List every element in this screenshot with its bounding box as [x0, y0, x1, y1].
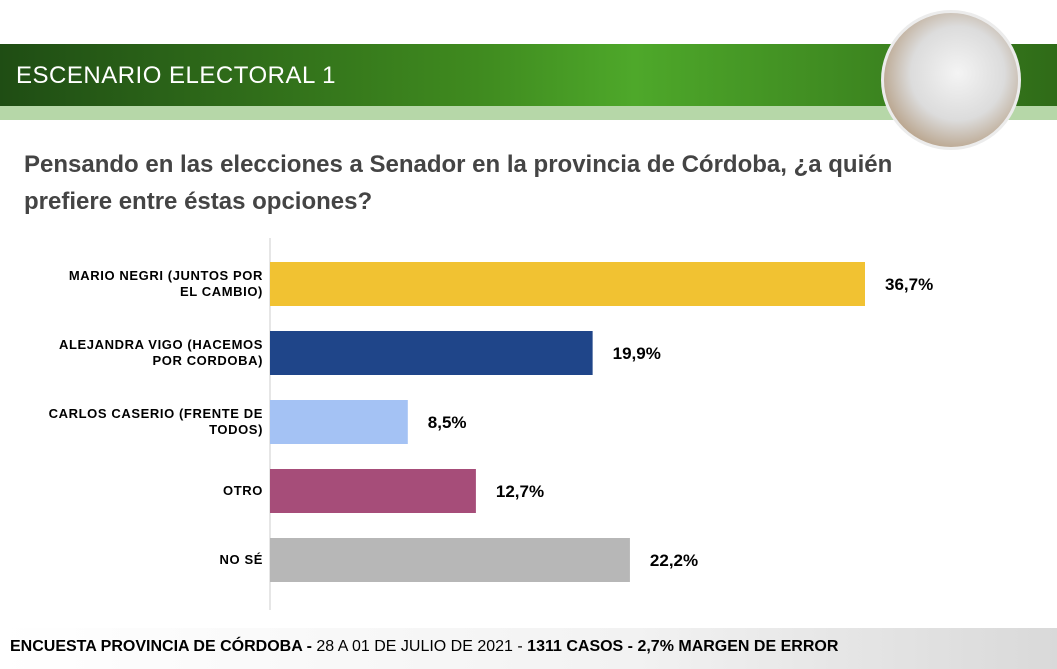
header-title: ESCENARIO ELECTORAL 1 [16, 62, 336, 89]
category-label: NO SÉ [219, 552, 263, 567]
bar [270, 262, 865, 306]
bar [270, 469, 476, 513]
bar [270, 331, 593, 375]
footer: ENCUESTA PROVINCIA DE CÓRDOBA - 28 A 01 … [0, 628, 1057, 669]
footer-text: ENCUESTA PROVINCIA DE CÓRDOBA - 28 A 01 … [10, 638, 838, 656]
photo [881, 10, 1021, 150]
category-label: CARLOS CASERIO (FRENTE DE TODOS) [48, 406, 263, 437]
footer-bold: 1311 CASOS - 2,7% MARGEN DE ERROR [527, 638, 839, 655]
value-label: 12,7% [496, 482, 544, 501]
header-strip [0, 106, 1057, 120]
category-label: MARIO NEGRI (JUNTOS POR EL CAMBIO) [68, 268, 263, 299]
footer-date: 28 A 01 DE JULIO DE 2021 - [311, 638, 528, 655]
value-label: 22,2% [650, 551, 698, 570]
chart-title: Pensando en las elecciones a Senador en … [24, 151, 893, 215]
header-band [0, 44, 1057, 106]
category-label: ALEJANDRA VIGO (HACEMOS POR CORDOBA) [59, 337, 263, 368]
bar [270, 538, 630, 582]
value-label: 19,9% [613, 344, 661, 363]
bar [270, 400, 408, 444]
category-label: OTRO [223, 483, 263, 498]
footer-bold: ENCUESTA PROVINCIA DE CÓRDOBA - [10, 638, 312, 655]
value-label: 36,7% [885, 275, 933, 294]
value-label: 8,5% [428, 413, 467, 432]
